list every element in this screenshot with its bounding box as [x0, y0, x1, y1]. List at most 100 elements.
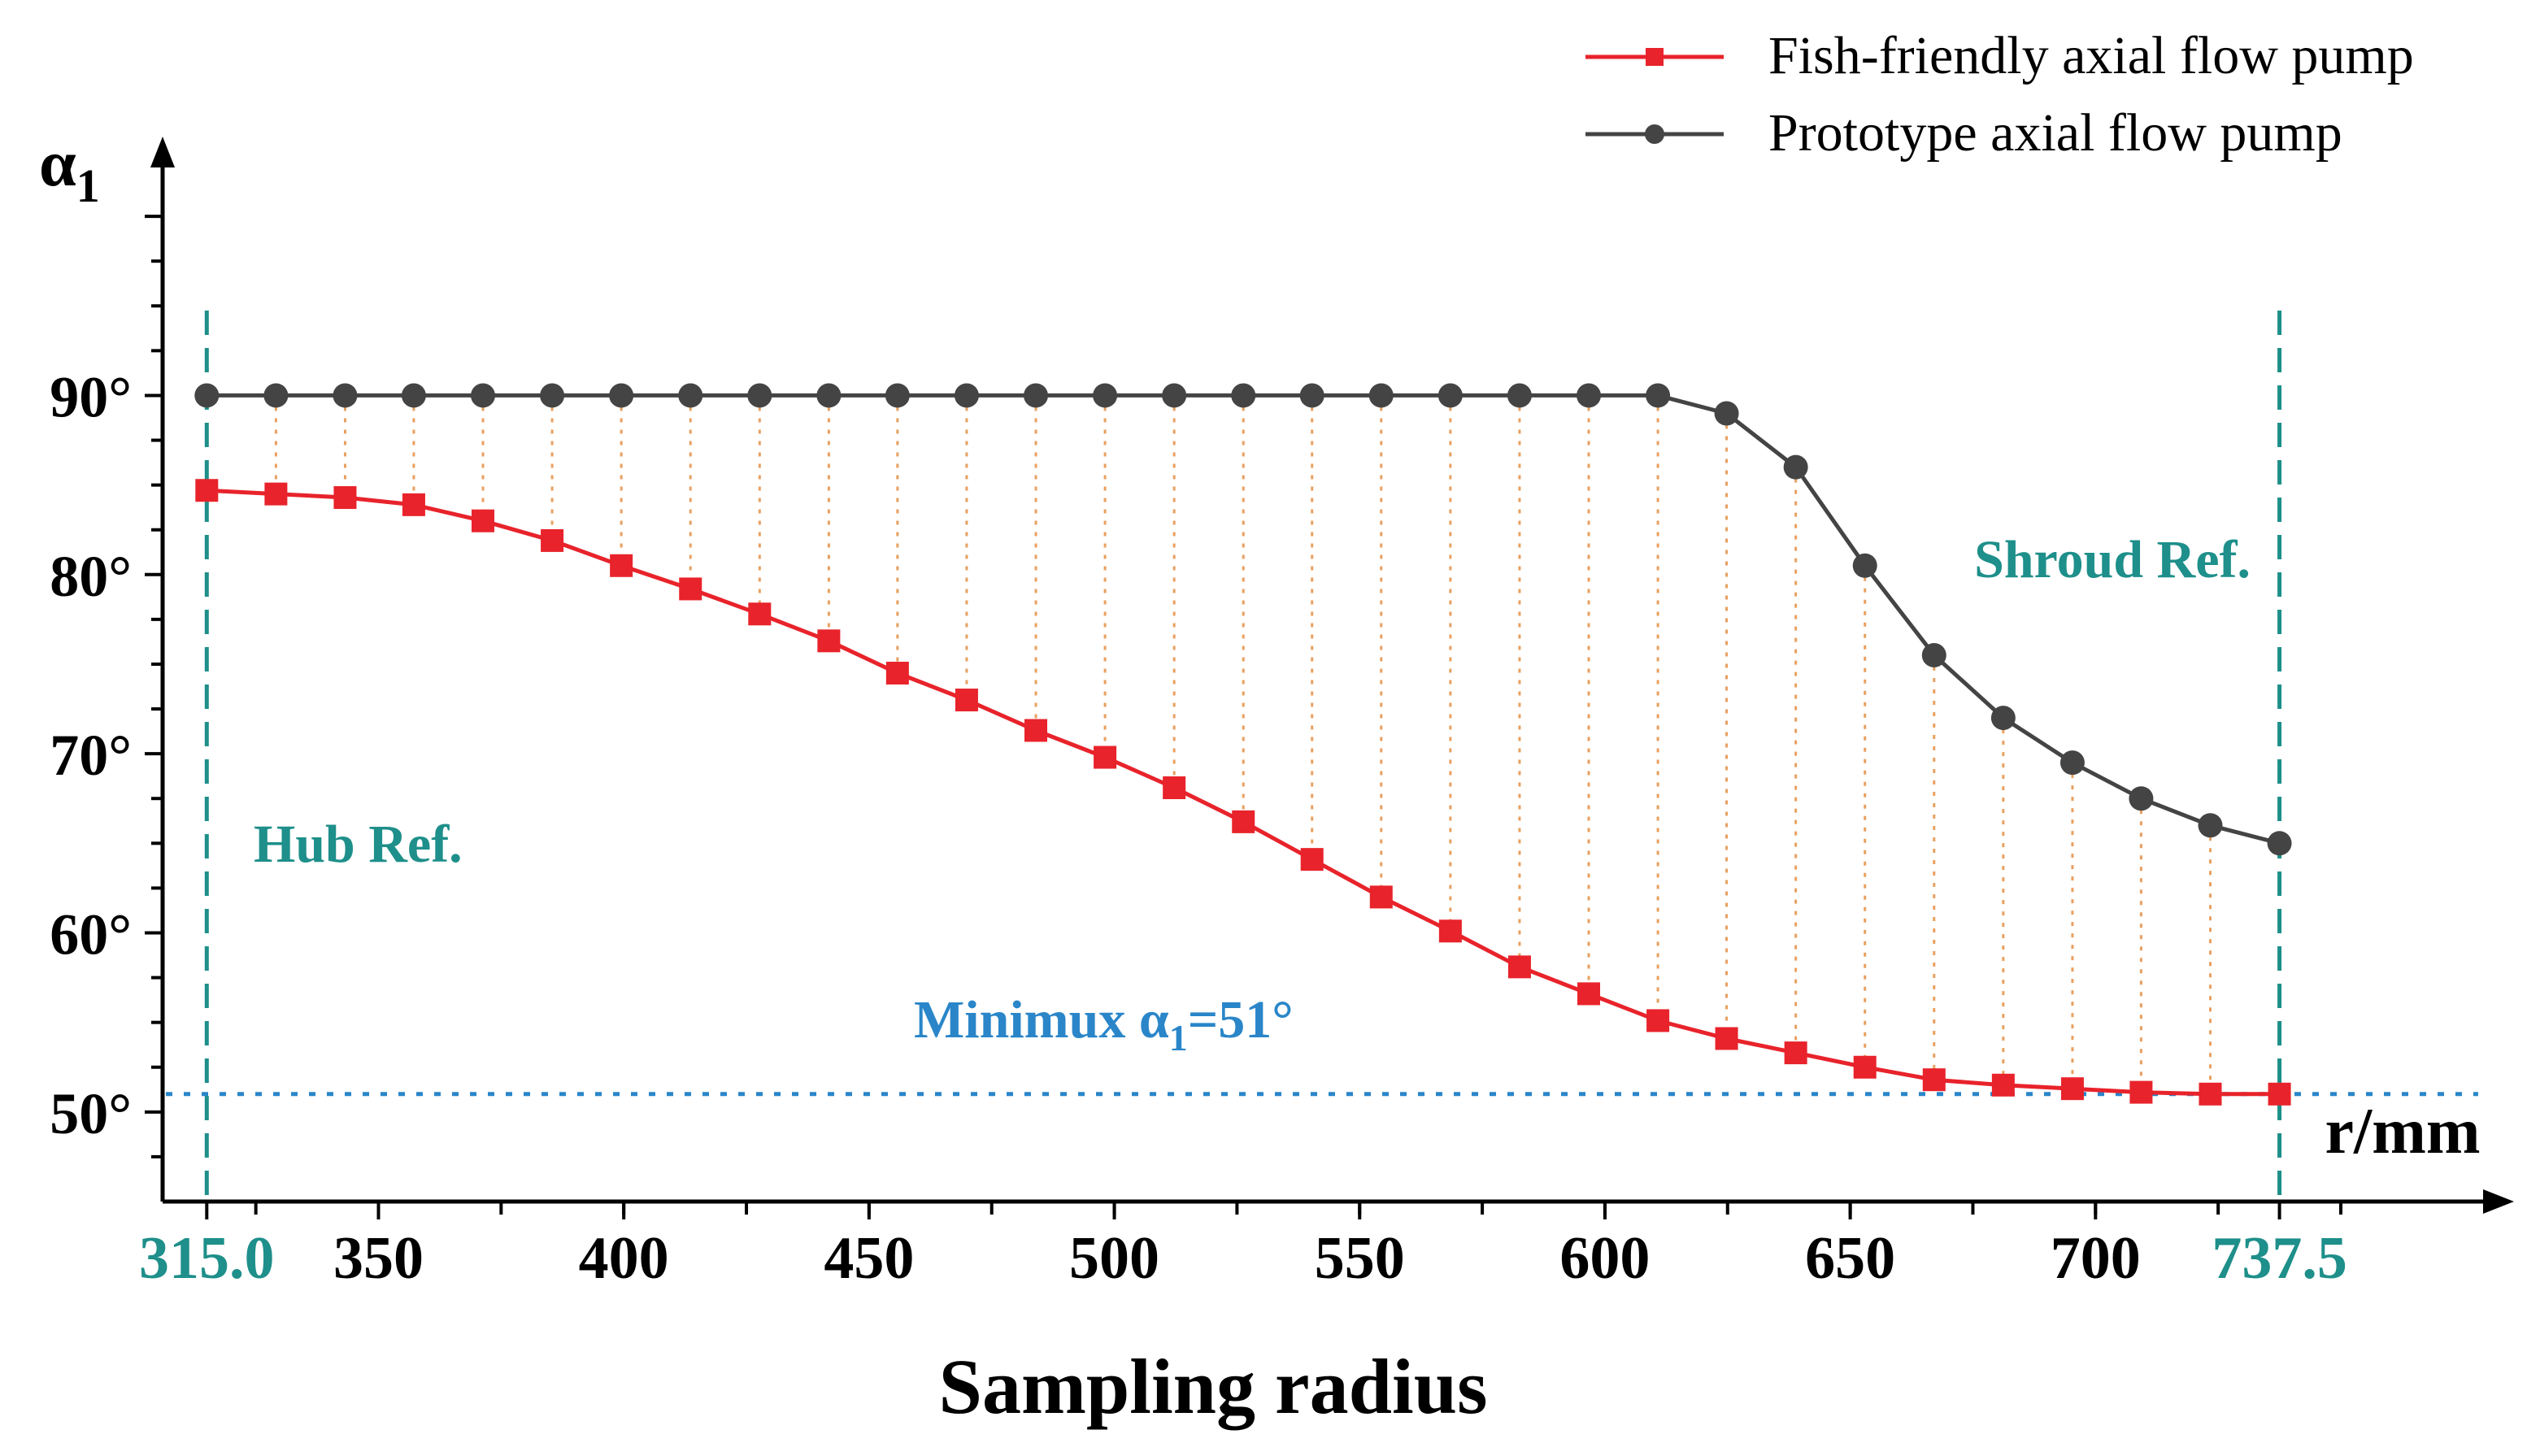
minimum-label-main: Minimux α [914, 990, 1169, 1050]
data-point-prototype [2198, 813, 2223, 838]
data-point-fish-friendly [2060, 1077, 2084, 1101]
data-point-fish-friendly [333, 486, 357, 510]
drop-lines [274, 395, 2212, 1094]
data-point-prototype [2267, 831, 2292, 856]
labels: Sampling radius r/mm α1 Hub Ref. Shroud … [39, 126, 2481, 1430]
legend-marker-prototype [1645, 124, 1664, 144]
data-point-fish-friendly [264, 482, 288, 506]
data-point-fish-friendly [195, 479, 219, 502]
x-tick-label: 350 [333, 1225, 424, 1292]
data-point-prototype [263, 383, 289, 408]
data-point-fish-friendly [1646, 1009, 1670, 1032]
data-point-prototype [816, 383, 842, 408]
x-tick-label: 550 [1315, 1225, 1405, 1292]
legend: Fish-friendly axial flow pump Prototype … [1585, 26, 2414, 163]
x-tick-label: 315.0 [139, 1225, 275, 1292]
minimum-label-sub: 1 [1169, 1017, 1188, 1058]
data-point-prototype [2059, 750, 2085, 776]
y-tick-label: 60° [50, 902, 132, 967]
data-point-fish-friendly [2129, 1080, 2153, 1104]
y-axis-arrow [150, 137, 175, 167]
data-point-fish-friendly [1232, 810, 1255, 833]
data-point-prototype [1921, 642, 1946, 667]
data-point-prototype [1437, 383, 1463, 408]
data-point-fish-friendly [817, 629, 841, 653]
data-point-prototype [1714, 401, 1739, 426]
data-point-prototype [1783, 454, 1808, 480]
series-line-prototype [207, 393, 2281, 845]
data-point-prototype [1646, 383, 1671, 408]
y-axis-label-sub: 1 [76, 159, 100, 212]
data-point-prototype [1162, 383, 1187, 408]
data-point-fish-friendly [1922, 1068, 1946, 1092]
y-axis-label-main: α [39, 126, 76, 200]
data-point-fish-friendly [1163, 776, 1186, 800]
data-point-fish-friendly [1369, 885, 1393, 909]
data-point-prototype [885, 383, 910, 408]
data-point-prototype [1990, 706, 2016, 731]
data-point-prototype [540, 383, 565, 408]
data-point-prototype [333, 383, 358, 408]
data-point-prototype [1577, 383, 1602, 408]
y-tick-label: 50° [50, 1081, 132, 1146]
data-point-fish-friendly [679, 577, 702, 601]
data-point-prototype [401, 383, 426, 408]
minimum-label: Minimux α1=51° [914, 990, 1294, 1058]
data-point-fish-friendly [885, 661, 909, 685]
x-axis-arrow [2483, 1189, 2514, 1214]
data-point-fish-friendly [2268, 1082, 2291, 1106]
minimum-label-tail: =51° [1188, 990, 1294, 1050]
x-tick-label: 600 [1559, 1225, 1650, 1292]
x-tick-label: 650 [1805, 1225, 1895, 1292]
y-tick-label: 70° [50, 723, 132, 788]
data-point-prototype [471, 383, 496, 408]
data-point-fish-friendly [472, 509, 495, 532]
data-point-fish-friendly [1784, 1041, 1807, 1065]
data-point-fish-friendly [1438, 919, 1462, 943]
data-point-prototype [1507, 383, 1532, 408]
data-point-prototype [747, 383, 772, 408]
series-layer [194, 383, 2292, 1106]
data-point-fish-friendly [541, 528, 564, 552]
y-axis-label: α1 [39, 126, 100, 212]
x-tick-label: 400 [579, 1225, 669, 1292]
x-axis-title: Sampling radius [939, 1343, 1488, 1430]
legend-marker-fish-friendly [1646, 48, 1664, 66]
hub-ref-label: Hub Ref. [254, 815, 463, 874]
data-point-fish-friendly [2199, 1082, 2222, 1106]
x-tick-label: 500 [1069, 1225, 1159, 1292]
data-point-fish-friendly [1507, 955, 1531, 979]
data-point-fish-friendly [1300, 848, 1324, 871]
reference-lines [166, 311, 2478, 1200]
data-point-prototype [1231, 383, 1256, 408]
axes: 50° 60° 70° 80° 90° 315.0 350 400 450 500 550 600 65… [50, 137, 2514, 1292]
y-tick-label: 80° [50, 544, 132, 609]
data-point-prototype [1852, 553, 1877, 578]
data-point-fish-friendly [1991, 1073, 2015, 1097]
data-point-prototype [194, 383, 220, 408]
data-point-prototype [678, 383, 703, 408]
data-point-prototype [1093, 383, 1118, 408]
data-point-fish-friendly [610, 554, 633, 577]
x-tick-label: 700 [2051, 1225, 2141, 1292]
x-tick-label: 450 [824, 1225, 914, 1292]
data-point-prototype [954, 383, 979, 408]
legend-label-fish-friendly: Fish-friendly axial flow pump [1768, 26, 2414, 85]
data-point-prototype [1368, 383, 1394, 408]
data-point-prototype [1299, 383, 1324, 408]
data-point-prototype [1024, 383, 1049, 408]
data-point-fish-friendly [1577, 982, 1601, 1006]
x-unit-label: r/mm [2325, 1096, 2480, 1167]
data-point-prototype [609, 383, 634, 408]
data-point-fish-friendly [1715, 1027, 1738, 1050]
data-point-fish-friendly [1853, 1055, 1877, 1079]
x-tick-label: 737.5 [2212, 1225, 2347, 1292]
data-point-fish-friendly [955, 689, 978, 712]
y-tick-label: 90° [50, 364, 132, 429]
shroud-ref-label: Shroud Ref. [1974, 530, 2251, 589]
data-point-fish-friendly [748, 602, 772, 626]
data-point-fish-friendly [1024, 719, 1048, 742]
legend-label-prototype: Prototype axial flow pump [1768, 103, 2342, 163]
data-point-prototype [2129, 786, 2154, 811]
